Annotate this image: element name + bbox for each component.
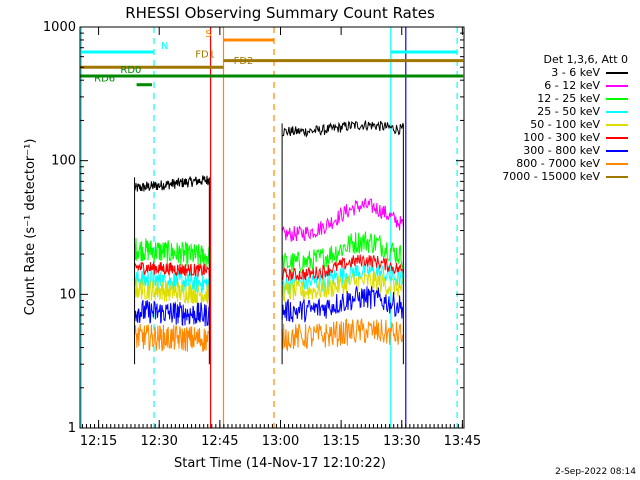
- series-traces: [134, 120, 404, 365]
- legend-label: 25 - 50 keV: [537, 105, 600, 118]
- x-axis-label: Start Time (14-Nov-17 12:10:22): [174, 456, 386, 471]
- legend-swatch: [606, 111, 628, 113]
- series-line-6-12-kev: [281, 198, 404, 242]
- legend-label: 12 - 25 keV: [537, 92, 600, 105]
- legend-swatch: [606, 137, 628, 139]
- chart-title: RHESSI Observing Summary Count Rates: [125, 4, 435, 22]
- y-tick-label: 1000: [43, 20, 76, 35]
- legend-item-7000-15000-kev: 7000 - 15000 keV: [0, 171, 628, 183]
- flag-label-fd2: FD2: [234, 56, 254, 67]
- legend-label: 7000 - 15000 keV: [502, 170, 600, 183]
- legend-label: 100 - 300 keV: [523, 131, 600, 144]
- legend-label: 300 - 800 keV: [523, 144, 600, 157]
- legend-item-50-100-kev: 50 - 100 keV: [0, 119, 628, 131]
- legend-swatch: [606, 176, 628, 178]
- x-tick-label: 13:15: [322, 434, 359, 449]
- axes-ticks: 12:15 12:30 12:45 13:00 13:15 13:30 13:45 1 10 10…: [43, 20, 481, 449]
- x-tick-label: 12:30: [140, 434, 177, 449]
- x-tick-label: 13:30: [383, 434, 420, 449]
- series-line-12-25-kev: [134, 238, 210, 268]
- x-tick-label: 13:00: [262, 434, 299, 449]
- series-line-800-7000-kev: [281, 318, 404, 352]
- flag-label-rd6: RD6: [94, 74, 115, 85]
- y-axis-label: Count Rate (s⁻¹ detector⁻¹): [23, 139, 38, 316]
- series-line-800-7000-kev: [134, 323, 210, 352]
- flag-label-s: S: [205, 29, 211, 40]
- legend-item-12-25-kev: 12 - 25 keV: [0, 93, 628, 105]
- legend-item-800-7000-kev: 800 - 7000 keV: [0, 158, 628, 170]
- legend-swatch: [606, 72, 628, 74]
- legend-item-6-12-kev: 6 - 12 keV: [0, 80, 628, 92]
- y-tick-label: 100: [51, 154, 76, 169]
- legend-title: Det 1,3,6, Att 0: [543, 53, 628, 66]
- legend-swatch: [606, 163, 628, 165]
- legend-swatch: [606, 124, 628, 126]
- legend-label: 6 - 12 keV: [544, 79, 600, 92]
- footer-date: 2-Sep-2022 08:14: [555, 467, 636, 477]
- series-line-50-100-kev: [281, 271, 404, 302]
- event-lines: [80, 27, 458, 428]
- x-tick-label: 13:45: [444, 434, 481, 449]
- flag-label-rd0: RD0: [120, 65, 141, 76]
- x-tick-label: 12:45: [201, 434, 238, 449]
- series-line-300-800-kev: [134, 299, 210, 327]
- legend-label: 50 - 100 keV: [530, 118, 600, 131]
- legend-item-3-6-kev: 3 - 6 keV: [0, 67, 628, 79]
- legend-swatch: [606, 150, 628, 152]
- flag-label-fd1: FD1: [195, 50, 215, 61]
- series-line-3-6-kev: [134, 175, 210, 192]
- legend-item-100-300-kev: 100 - 300 keV: [0, 132, 628, 144]
- flag-label-n: N: [161, 41, 168, 52]
- legend-item-300-800-kev: 300 - 800 keV: [0, 145, 628, 157]
- legend-item-25-50-kev: 25 - 50 keV: [0, 106, 628, 118]
- y-tick-label: 10: [59, 287, 76, 302]
- legend-label: 3 - 6 keV: [551, 66, 600, 79]
- series-line-50-100-kev: [134, 278, 210, 305]
- y-tick-label: 1: [68, 421, 76, 436]
- series-line-3-6-kev: [282, 120, 404, 138]
- x-tick-label: 12:15: [80, 434, 117, 449]
- legend-label: 800 - 7000 keV: [516, 157, 600, 170]
- series-line-100-300-kev: [134, 261, 210, 277]
- legend-swatch: [606, 98, 628, 100]
- series-line-100-300-kev: [281, 254, 404, 282]
- legend-swatch: [606, 85, 628, 87]
- series-line-300-800-kev: [281, 286, 404, 323]
- flag-bars: N S FD1 FD2 RD0 RD6: [80, 29, 464, 87]
